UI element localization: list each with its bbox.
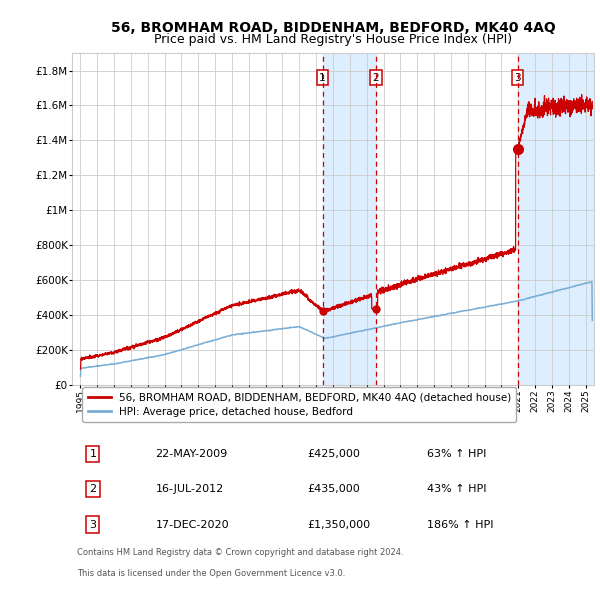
Text: 16-JUL-2012: 16-JUL-2012: [155, 484, 224, 494]
Text: 43% ↑ HPI: 43% ↑ HPI: [427, 484, 487, 494]
Text: 186% ↑ HPI: 186% ↑ HPI: [427, 520, 493, 530]
Text: 3: 3: [514, 73, 521, 83]
Text: 2: 2: [89, 484, 97, 494]
Text: 63% ↑ HPI: 63% ↑ HPI: [427, 449, 487, 459]
Text: 17-DEC-2020: 17-DEC-2020: [155, 520, 229, 530]
Text: £1,350,000: £1,350,000: [307, 520, 370, 530]
Legend: 56, BROMHAM ROAD, BIDDENHAM, BEDFORD, MK40 4AQ (detached house), HPI: Average pr: 56, BROMHAM ROAD, BIDDENHAM, BEDFORD, MK…: [82, 388, 517, 422]
Text: £435,000: £435,000: [307, 484, 359, 494]
Text: 2: 2: [373, 73, 379, 83]
Bar: [323, 53, 376, 385]
Text: Contains HM Land Registry data © Crown copyright and database right 2024.: Contains HM Land Registry data © Crown c…: [77, 548, 404, 557]
Bar: [518, 53, 594, 385]
Text: 1: 1: [89, 449, 97, 459]
Text: 56, BROMHAM ROAD, BIDDENHAM, BEDFORD, MK40 4AQ: 56, BROMHAM ROAD, BIDDENHAM, BEDFORD, MK…: [110, 21, 556, 35]
Text: 22-MAY-2009: 22-MAY-2009: [155, 449, 228, 459]
Text: Price paid vs. HM Land Registry's House Price Index (HPI): Price paid vs. HM Land Registry's House …: [154, 33, 512, 46]
Text: £425,000: £425,000: [307, 449, 360, 459]
Text: 1: 1: [319, 73, 326, 83]
Text: This data is licensed under the Open Government Licence v3.0.: This data is licensed under the Open Gov…: [77, 569, 346, 578]
Text: 3: 3: [89, 520, 97, 530]
